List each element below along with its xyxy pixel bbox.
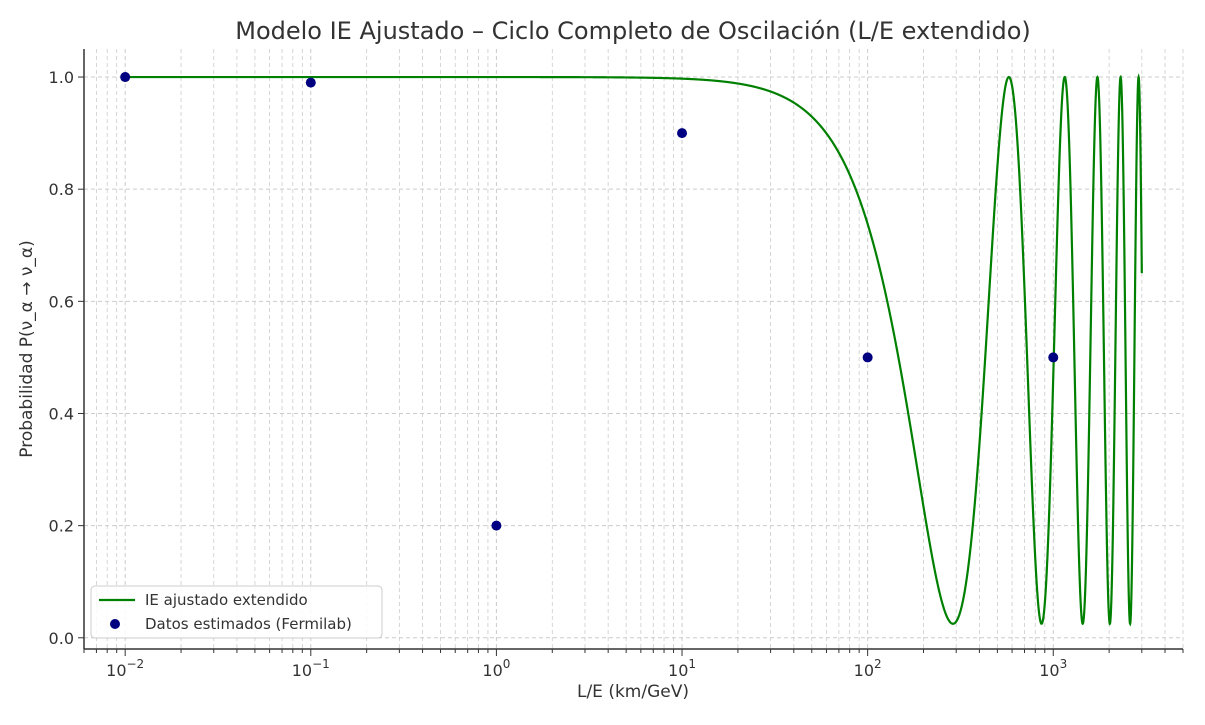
y-tick-label: 0.4 — [49, 404, 74, 423]
x-tick-label: 103 — [1039, 657, 1067, 680]
data-point — [120, 72, 131, 83]
y-tick-label: 0.0 — [49, 629, 74, 648]
data-point — [1048, 352, 1059, 363]
legend: IE ajustado extendido Datos estimados (Fe… — [90, 585, 383, 639]
legend-box — [90, 585, 383, 639]
legend-label-data: Datos estimados (Fermilab) — [145, 615, 352, 633]
chart-title: Modelo IE Ajustado – Ciclo Completo de O… — [235, 17, 1031, 45]
data-point — [862, 352, 873, 363]
y-tick-label: 0.6 — [49, 292, 74, 311]
x-tick-label: 102 — [854, 657, 882, 680]
y-axis-label: Probabilidad P(ν_α → ν_α) — [17, 240, 37, 458]
data-point — [677, 128, 688, 139]
data-point — [491, 520, 502, 531]
data-point — [305, 77, 316, 88]
x-tick-label: 100 — [482, 657, 510, 680]
x-tick-label: 101 — [668, 657, 696, 680]
x-axis-label: L/E (km/GeV) — [577, 682, 689, 702]
y-tick-label: 0.8 — [49, 180, 74, 199]
axes — [83, 49, 1183, 650]
plot-area — [120, 72, 1143, 627]
y-tick-label: 0.2 — [49, 517, 74, 536]
ticks: 0.0 0.2 0.4 0.6 0.8 1.0 10−2 10−1 100 101 102 103 — [49, 68, 1184, 680]
grid — [83, 49, 1184, 649]
x-tick-label: 10−1 — [292, 657, 330, 680]
x-tick-label: 10−2 — [106, 657, 144, 680]
y-tick-label: 1.0 — [49, 68, 74, 87]
legend-label-model: IE ajustado extendido — [145, 591, 308, 609]
model-curve-line — [125, 73, 1143, 627]
legend-point-swatch — [110, 619, 120, 629]
